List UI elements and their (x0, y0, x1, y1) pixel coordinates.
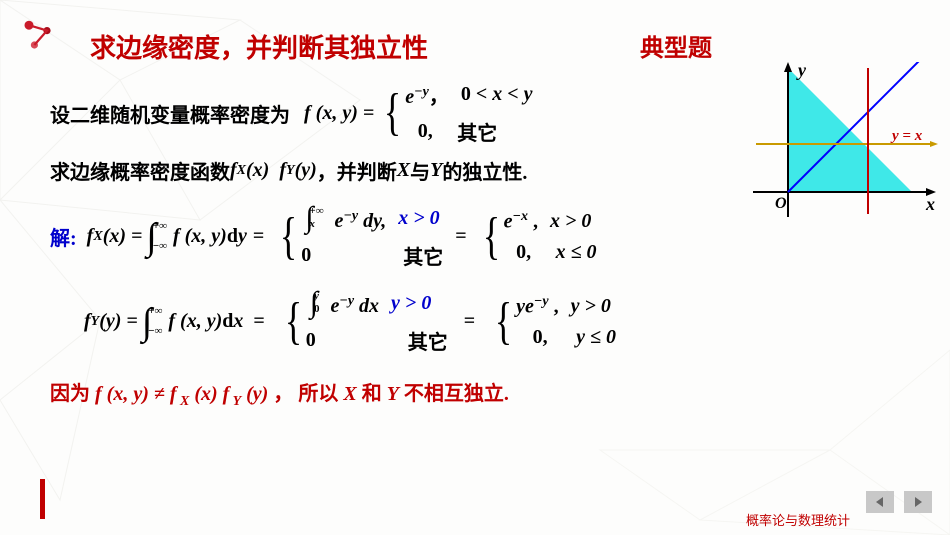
fy-res-punct: , (549, 295, 559, 317)
solution-fy-row: fY(y) = ∫ +∞−∞ f (x, y)d x = { ∫y0 e−y d… (84, 288, 750, 355)
task-b: ，并判断 (317, 156, 397, 185)
conc-X: X (343, 383, 356, 405)
page-title: 求边缘密度，并判断其独立性 (90, 28, 428, 65)
fx-res-exp: −x (512, 209, 527, 224)
fy-res-ye: ye (516, 295, 534, 317)
fx-res-punct: , (528, 210, 538, 232)
problem-line-1: 设二维随机变量概率密度为 f (x, y) = { e−y， 0 < x < y… (50, 80, 750, 146)
solution-fx-row: 解: fX(x) = ∫ +∞−∞ f (x, y)d y = { ∫+∞x e… (50, 203, 750, 270)
density-lhs: f (x, y) = (304, 102, 374, 125)
density-case1-punct: ， (429, 86, 449, 108)
conc-fy-sub: Y (229, 394, 241, 409)
task-fy-arg: (y) (295, 159, 317, 182)
fy-sub: Y (91, 314, 100, 330)
problem-line-2: 求边缘概率密度函数 fX (x) fY (y) ，并判断 X 与 Y 的独立性. (50, 156, 750, 185)
density-case2-other: 其它 (457, 117, 497, 146)
graph-y-label: y (796, 62, 807, 80)
fx-sub: X (93, 229, 102, 245)
task-c: 的独立性. (442, 156, 527, 185)
task-fx-f: f (230, 159, 237, 182)
fy-eq1: = (253, 310, 264, 333)
next-button[interactable] (904, 491, 932, 513)
fx-eq2: = (455, 225, 466, 248)
conc-fx-sub: X (177, 394, 190, 409)
fx-mid-dy: dy, (358, 210, 386, 232)
conc-fy-arg: (y) (241, 383, 268, 405)
density-cond-y: y (524, 83, 533, 105)
fx-mid-exp: −y (343, 208, 358, 223)
graph-line-label: y = x (890, 128, 923, 144)
task-Y: Y (430, 159, 442, 182)
task-fy-sub: Y (286, 163, 295, 179)
graph-x-label: x (925, 194, 935, 214)
fy-res-zero: 0, (516, 326, 564, 349)
fx-res-cond1: x > 0 (550, 210, 591, 233)
conc-fx-arg: (x) f (189, 383, 229, 405)
fy-dx: x (233, 310, 243, 333)
fy-d: d (222, 310, 233, 333)
density-cond-x: x (492, 83, 502, 105)
fx-mid-other: 其它 (403, 241, 443, 270)
side-accent (40, 479, 45, 519)
fx-integrand: f (x, y) (173, 225, 227, 248)
fy-mid-exp: −y (339, 293, 354, 308)
footer-text: 概率论与数理统计 (746, 510, 850, 529)
fy-res-cond2: y ≤ 0 (576, 326, 616, 349)
graph-origin: O (775, 195, 787, 212)
solution-label: 解: (50, 222, 77, 251)
fy-integrand: f (x, y) (168, 310, 222, 333)
conclusion: 因为 f (x, y) ≠ f X (x) f Y (y) ， 所以 X 和 Y… (50, 377, 750, 410)
density-cond-0lt: 0 < (461, 83, 492, 105)
fy-f: f (84, 310, 91, 333)
density-case2-zero: 0, (405, 120, 445, 143)
prev-button[interactable] (866, 491, 894, 513)
conc-and: 和 (362, 383, 387, 405)
task-a: 求边缘概率密度函数 (50, 156, 230, 185)
fy-mid-dx: dx (354, 295, 379, 317)
fx-res-cond2: x ≤ 0 (556, 241, 597, 264)
task-and: 与 (410, 156, 430, 185)
fx-mid-cond: x > 0 (398, 207, 439, 230)
conc-c: ， 所以 (273, 383, 343, 405)
task-X: X (397, 159, 410, 182)
region-graph: y x O y = x (748, 62, 938, 222)
conc-d: 不相互独立. (404, 383, 509, 405)
fx-eq1: = (253, 225, 264, 248)
task-fx-arg: (x) (246, 159, 269, 182)
fy-mid-other: 其它 (408, 326, 448, 355)
fy-res-exp: −y (534, 294, 549, 309)
conc-b: f (x, y) ≠ f (95, 383, 177, 405)
task-sep (269, 159, 279, 182)
fx-d: d (227, 225, 238, 248)
nav-buttons (866, 491, 932, 513)
conc-Y: Y (387, 383, 399, 405)
fy-mid-cond: y > 0 (391, 292, 431, 315)
content-area: 设二维随机变量概率密度为 f (x, y) = { e−y， 0 < x < y… (50, 80, 750, 410)
problem-intro: 设二维随机变量概率密度为 (50, 99, 290, 128)
conc-a: 因为 (50, 383, 95, 405)
fx-res-zero: 0, (504, 241, 544, 264)
density-case1-exp: −y (414, 84, 429, 99)
task-fx-sub: X (237, 163, 246, 179)
fy-mid-e: e (330, 295, 339, 317)
task-fy-f: f (279, 159, 286, 182)
example-tag: 典型题 (640, 28, 712, 63)
fy-mid-zero: 0 (306, 329, 396, 352)
fy-arg: (y) = (99, 310, 138, 333)
fx-dy: y (238, 225, 247, 248)
logo-icon (20, 18, 56, 54)
density-cond-lt: < (502, 83, 523, 105)
density-case1-e: e (405, 86, 414, 108)
fx-arg: (x) = (103, 225, 143, 248)
next-icon (911, 495, 925, 509)
fy-eq2: = (464, 310, 475, 333)
fy-res-cond1: y > 0 (571, 295, 611, 318)
fx-mid-zero: 0 (301, 244, 391, 267)
prev-icon (873, 495, 887, 509)
